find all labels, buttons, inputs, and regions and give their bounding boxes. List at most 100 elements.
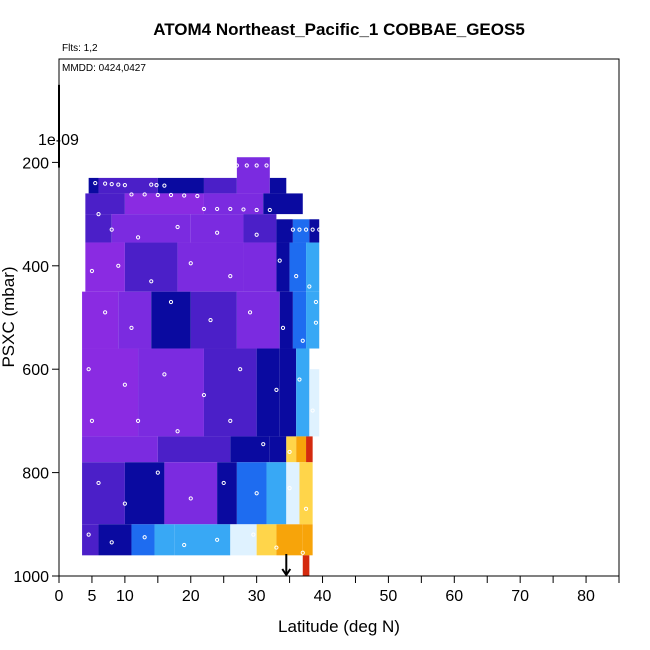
heatmap-cell bbox=[296, 348, 310, 437]
x-tick-label: 40 bbox=[314, 588, 332, 605]
heatmap-cell bbox=[124, 242, 178, 292]
y-axis-label: PSXC (mbar) bbox=[0, 266, 18, 367]
heatmap-cell bbox=[236, 291, 280, 349]
sample-marker bbox=[254, 163, 259, 168]
sample-marker bbox=[182, 193, 187, 198]
sample-marker bbox=[215, 537, 220, 542]
heatmap-cell bbox=[299, 462, 313, 525]
sample-marker bbox=[182, 542, 187, 548]
sample-marker bbox=[300, 550, 305, 555]
x-axis: 0 5 10 20 30 40 50 60 70 80 bbox=[55, 576, 620, 605]
sample-marker bbox=[201, 206, 207, 212]
sample-marker bbox=[261, 442, 266, 447]
sample-marker bbox=[86, 367, 91, 372]
heatmap-cell bbox=[82, 348, 139, 437]
sample-marker bbox=[109, 227, 114, 232]
heatmap-cell bbox=[256, 348, 280, 437]
sample-marker bbox=[228, 274, 233, 279]
sample-marker bbox=[129, 325, 134, 330]
y-tick-label: 800 bbox=[22, 466, 49, 483]
sample-marker bbox=[297, 377, 302, 382]
heatmap-cell bbox=[276, 524, 303, 556]
sample-marker bbox=[86, 532, 91, 537]
heatmap-cell bbox=[276, 242, 290, 292]
heatmap-cell bbox=[82, 291, 119, 349]
heatmap-cell bbox=[279, 348, 297, 437]
sample-marker bbox=[109, 540, 114, 545]
x-tick-label: 60 bbox=[445, 588, 463, 605]
sample-marker bbox=[294, 274, 299, 279]
sample-marker bbox=[154, 183, 159, 188]
sample-marker bbox=[116, 263, 121, 268]
heatmap-cell bbox=[256, 524, 277, 556]
x-axis-label: Latitude (deg N) bbox=[278, 617, 400, 636]
sample-marker bbox=[238, 367, 243, 372]
x-tick-label: 10 bbox=[116, 588, 134, 605]
sample-marker bbox=[247, 310, 253, 315]
sample-marker bbox=[103, 181, 108, 186]
heatmap-cell bbox=[266, 462, 287, 525]
y-tick-label: 600 bbox=[22, 362, 49, 379]
heatmap-cell bbox=[131, 524, 155, 556]
heatmap-cell bbox=[190, 291, 237, 349]
sample-marker bbox=[122, 183, 127, 188]
sample-marker bbox=[201, 392, 207, 398]
sample-marker bbox=[307, 284, 312, 289]
sample-marker bbox=[244, 163, 249, 168]
sample-marker bbox=[221, 480, 226, 486]
heatmap-cell bbox=[263, 193, 303, 215]
sample-marker bbox=[116, 182, 121, 187]
sample-marker bbox=[122, 501, 127, 506]
sample-marker bbox=[241, 207, 246, 212]
sample-marker bbox=[274, 545, 279, 550]
dates-label: MMDD: 0424,0427 bbox=[62, 63, 146, 74]
heatmap-cell bbox=[302, 524, 313, 556]
sample-marker bbox=[290, 227, 295, 232]
heatmap-cell bbox=[309, 369, 320, 437]
heatmap-cell bbox=[203, 348, 257, 437]
sample-marker bbox=[264, 163, 269, 168]
heatmap-cell bbox=[289, 242, 307, 292]
sample-marker bbox=[149, 279, 154, 284]
x-tick-label: 80 bbox=[577, 588, 595, 605]
sample-marker bbox=[129, 192, 134, 197]
heatmap-cell bbox=[82, 524, 99, 556]
sample-marker bbox=[168, 192, 174, 198]
heatmap-cell bbox=[177, 242, 244, 292]
sample-marker bbox=[313, 320, 319, 325]
heatmap-cell bbox=[174, 524, 231, 556]
sample-marker bbox=[215, 206, 220, 212]
heatmap-cell bbox=[269, 177, 287, 194]
sample-marker bbox=[215, 230, 220, 235]
sample-marker bbox=[234, 163, 239, 168]
heatmap-cell bbox=[296, 436, 307, 463]
heatmap-cell bbox=[286, 436, 297, 463]
x-tick-label: 30 bbox=[248, 588, 266, 605]
heatmap-cell bbox=[236, 462, 267, 525]
sample-marker bbox=[168, 299, 174, 305]
sample-marker bbox=[175, 224, 180, 230]
sample-marker bbox=[303, 227, 309, 232]
heatmap-cell bbox=[302, 555, 310, 576]
sample-marker bbox=[277, 258, 282, 263]
heatmap-cell bbox=[306, 436, 313, 463]
heatmap-cell bbox=[276, 219, 293, 243]
sample-marker bbox=[228, 206, 233, 212]
heatmap-cell bbox=[279, 291, 293, 349]
heatmap-cell bbox=[292, 291, 307, 349]
sample-marker bbox=[162, 183, 167, 188]
location-arrow bbox=[281, 554, 292, 577]
sample-marker bbox=[96, 212, 101, 217]
sample-marker bbox=[89, 268, 95, 274]
sample-marker bbox=[228, 418, 233, 423]
heatmap-cell bbox=[286, 462, 300, 525]
heatmap-cell bbox=[124, 193, 204, 215]
y-tick-label: 1000 bbox=[13, 569, 49, 586]
sample-marker bbox=[287, 449, 292, 455]
heatmap-cell bbox=[164, 462, 218, 525]
sample-marker bbox=[149, 182, 154, 187]
sample-marker bbox=[188, 261, 193, 266]
heatmap-cell bbox=[138, 348, 204, 437]
arrow-head bbox=[281, 568, 292, 577]
heatmap-cell bbox=[98, 177, 158, 194]
